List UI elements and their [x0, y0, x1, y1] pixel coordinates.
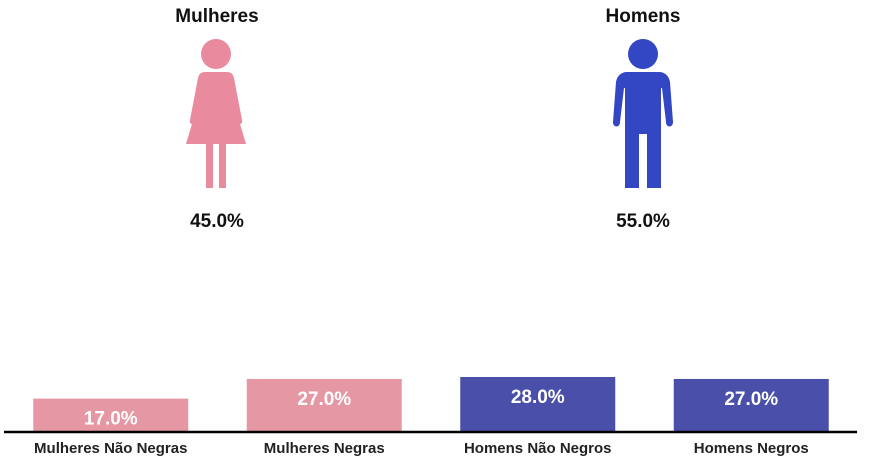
woman-icon	[186, 39, 246, 188]
bar-value-label: 27.0%	[724, 389, 778, 410]
bar-chart: 17.0% Mulheres Não Negras 27.0% Mulheres Ne…	[4, 377, 857, 457]
bar-homens-nao-negros	[460, 377, 616, 432]
women-title: Mulheres	[175, 6, 259, 27]
bar-mulheres-nao-negras	[33, 398, 189, 432]
bar-value-label: 27.0%	[297, 389, 351, 410]
bar-mulheres-negras	[246, 378, 402, 432]
women-percent: 45.0%	[190, 211, 244, 232]
category-label: Mulheres Não Negras	[34, 440, 187, 457]
bar-value-label: 17.0%	[84, 409, 138, 430]
bar-value-label: 28.0%	[511, 387, 565, 408]
category-label: Homens Não Negros	[464, 440, 612, 457]
men-title: Homens	[605, 6, 681, 27]
category-label: Mulheres Negras	[264, 440, 385, 457]
bars-layer: 17.0% Mulheres Não Negras 27.0% Mulheres Ne…	[33, 377, 829, 457]
category-label: Homens Negros	[694, 440, 809, 457]
man-icon	[613, 39, 673, 188]
men-percent: 55.0%	[616, 211, 670, 232]
bar-homens-negros	[673, 378, 829, 432]
